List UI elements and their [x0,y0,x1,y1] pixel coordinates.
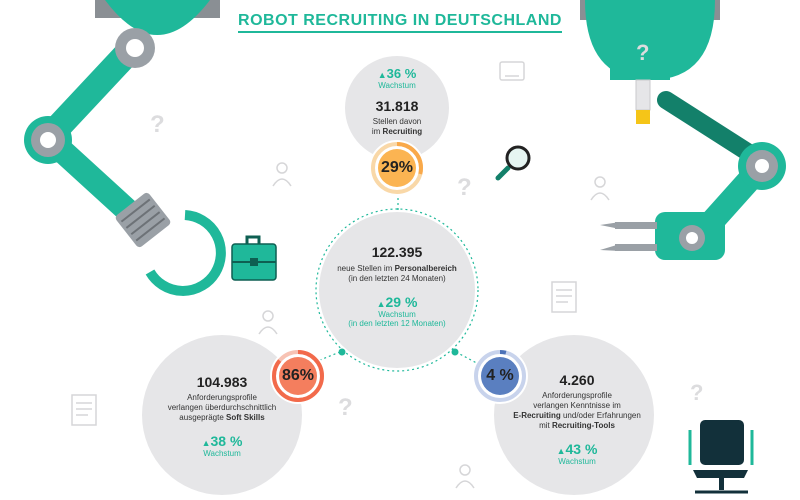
top-stat: ▲36 % Wachstum 31.818 Stellen davon im R… [347,66,447,137]
robot-arm-right-icon [580,0,786,260]
question-mark-icon: ? [150,111,165,138]
left-text: Anforderungsprofile verlangen überdurchs… [167,393,277,422]
question-mark-icon: ? [338,394,353,421]
left-stat: 104.983 Anforderungsprofile verlangen üb… [152,374,292,458]
id-card-icon [499,61,525,81]
center-growth: ▲29 % [376,294,418,310]
center-bubble [319,212,475,368]
right-text: Anforderungsprofile verlangen Kenntnisse… [513,391,641,430]
center-growth-label: Wachstum [378,310,416,319]
percent-ring-left [270,348,326,404]
center-growth-period: (in den letzten 12 Monaten) [348,319,446,328]
user-icon [590,176,610,201]
top-percent: 29% [380,159,414,176]
user-icon [272,162,292,187]
right-number: 4.260 [559,372,595,388]
user-icon [455,464,475,489]
center-text: neue Stellen im Personalbereich (in den … [337,264,457,283]
question-mark-icon: ? [636,40,649,65]
left-growth-label: Wachstum [203,449,241,458]
left-percent: 86% [281,367,315,384]
robot-arm-left-icon [24,0,226,296]
user-icon [258,310,278,335]
right-percent: 4 % [486,367,514,384]
right-growth: ▲43 % [556,441,598,457]
left-bubble [142,335,302,495]
percent-ring-right [472,348,528,404]
magnifier-icon [495,145,531,181]
top-growth-label: Wachstum [378,81,416,90]
document-icon [71,394,97,426]
question-mark-icon: ? [457,174,472,201]
left-number: 104.983 [196,374,248,390]
percent-ring-top [369,140,425,196]
office-chair-icon [688,420,754,494]
page-title: ROBOT RECRUITING IN DEUTSCHLAND [0,12,800,33]
center-number: 122.395 [371,244,423,260]
right-bubble [494,335,654,495]
top-number: 31.818 [375,98,419,114]
right-growth-label: Wachstum [558,457,596,466]
left-growth: ▲38 % [201,433,243,449]
top-text: Stellen davon im Recruiting [371,117,423,136]
briefcase-icon [231,235,277,281]
top-bubble [345,56,449,160]
right-stat: 4.260 Anforderungsprofile verlangen Kenn… [502,372,652,466]
question-mark-icon: ? [690,380,703,405]
document-icon [551,281,577,313]
top-growth: ▲36 % [377,66,417,81]
center-stat: 122.395 neue Stellen im Personalbereich … [327,244,467,328]
